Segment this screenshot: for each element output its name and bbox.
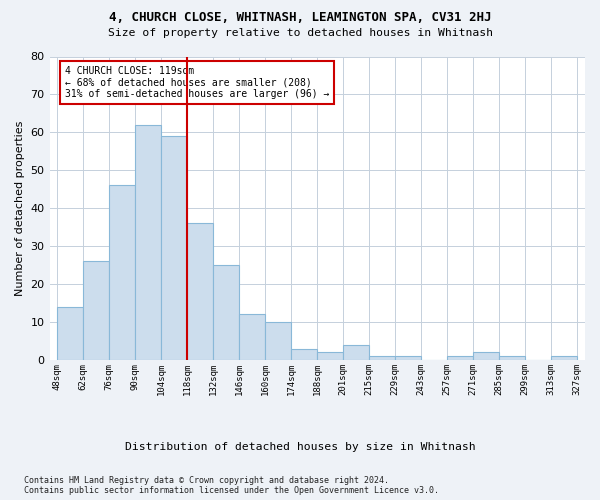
Text: Distribution of detached houses by size in Whitnash: Distribution of detached houses by size … <box>125 442 475 452</box>
Text: Contains HM Land Registry data © Crown copyright and database right 2024.
Contai: Contains HM Land Registry data © Crown c… <box>24 476 439 495</box>
Bar <box>213 265 239 360</box>
Bar <box>343 345 369 360</box>
Bar <box>265 322 291 360</box>
Bar <box>447 356 473 360</box>
Text: 4, CHURCH CLOSE, WHITNASH, LEAMINGTON SPA, CV31 2HJ: 4, CHURCH CLOSE, WHITNASH, LEAMINGTON SP… <box>109 11 491 24</box>
Bar <box>83 262 109 360</box>
Bar <box>395 356 421 360</box>
Bar <box>109 186 136 360</box>
Bar <box>551 356 577 360</box>
Text: 4 CHURCH CLOSE: 119sqm
← 68% of detached houses are smaller (208)
31% of semi-de: 4 CHURCH CLOSE: 119sqm ← 68% of detached… <box>65 66 329 99</box>
Bar <box>369 356 395 360</box>
Bar <box>187 224 213 360</box>
Bar <box>136 125 161 360</box>
Bar <box>317 352 343 360</box>
Bar <box>291 348 317 360</box>
Bar <box>161 136 187 360</box>
Y-axis label: Number of detached properties: Number of detached properties <box>15 120 25 296</box>
Bar <box>58 307 83 360</box>
Text: Size of property relative to detached houses in Whitnash: Size of property relative to detached ho… <box>107 28 493 38</box>
Bar <box>239 314 265 360</box>
Bar <box>473 352 499 360</box>
Bar <box>499 356 525 360</box>
